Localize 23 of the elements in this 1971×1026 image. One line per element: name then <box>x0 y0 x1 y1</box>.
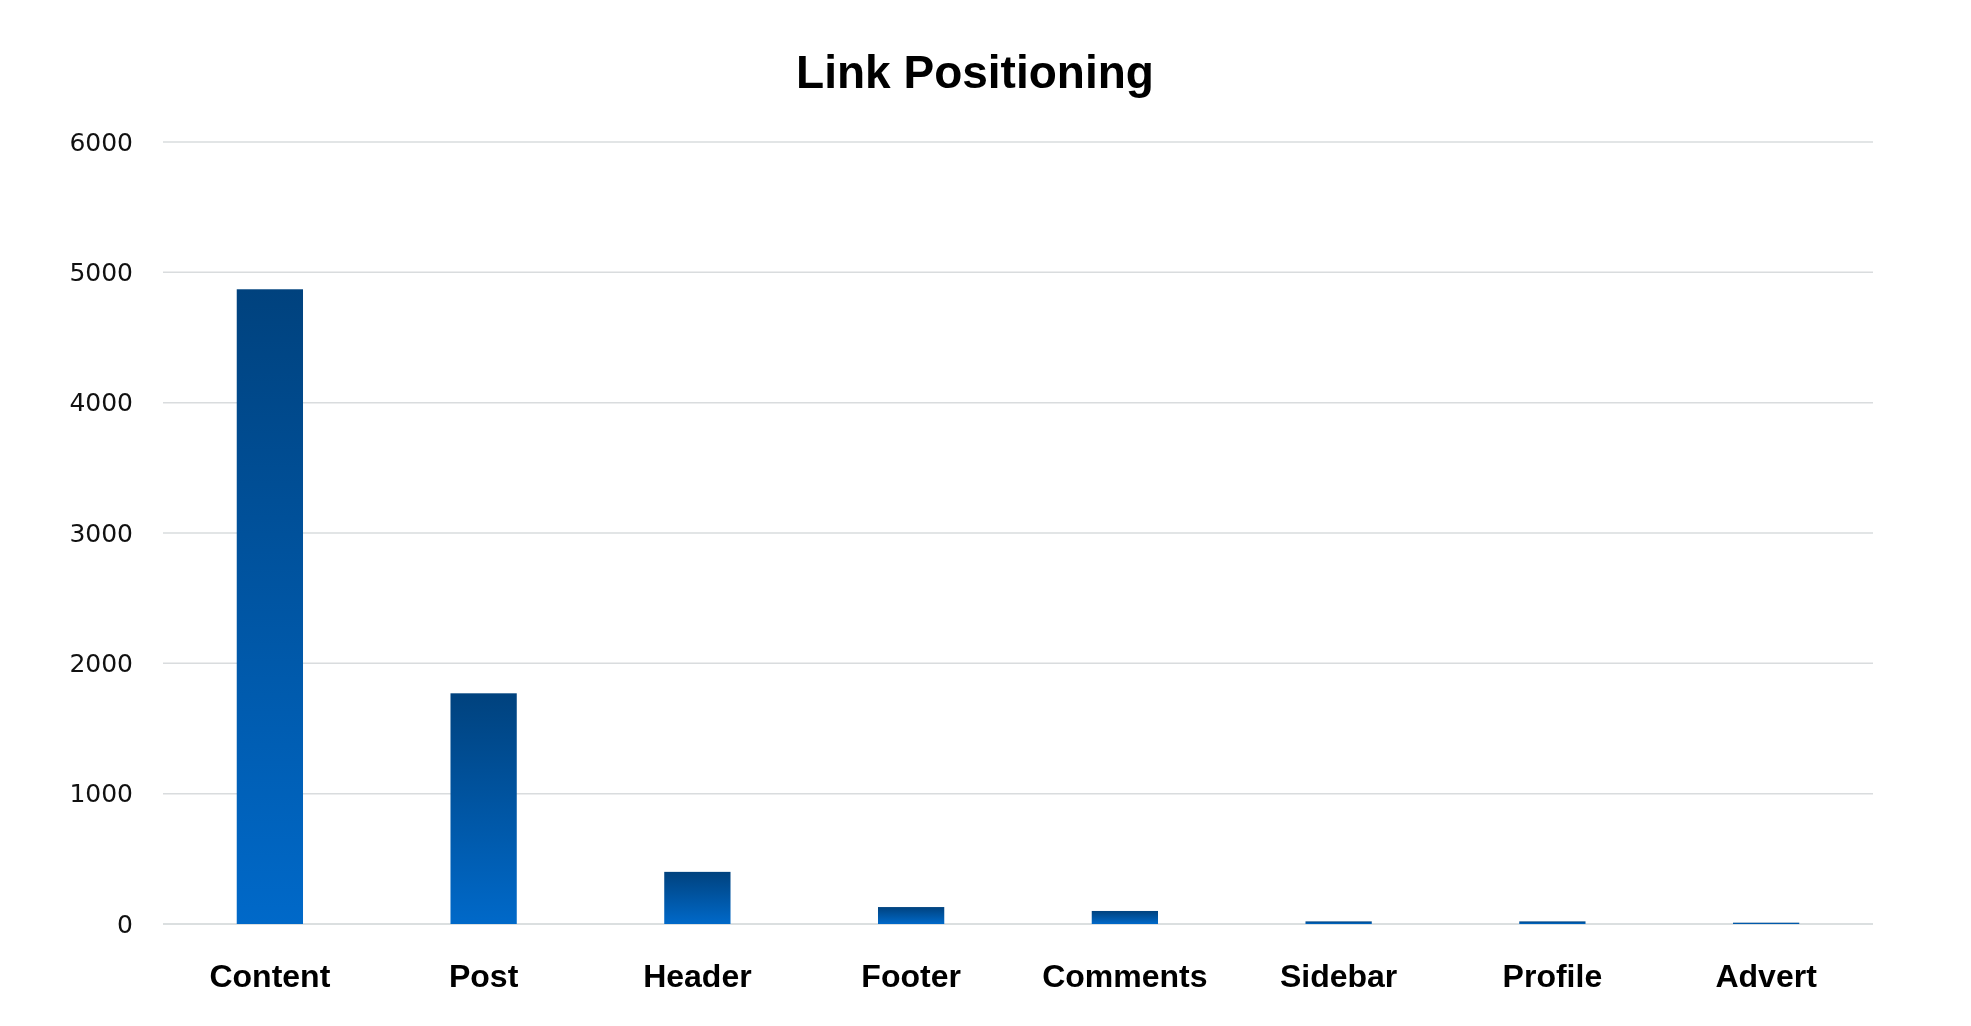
bar <box>664 871 731 924</box>
x-tick-label: Advert <box>1715 957 1818 994</box>
y-tick-label: 5000 <box>69 257 133 287</box>
bar <box>450 693 517 924</box>
bar <box>1091 910 1159 924</box>
y-tick-label: 4000 <box>69 388 133 418</box>
bar <box>236 289 304 924</box>
x-tick-label: Content <box>209 957 331 994</box>
chart-title: Link Positioning <box>796 46 1154 98</box>
y-tick-label: 1000 <box>69 779 133 809</box>
y-tick-label: 6000 <box>69 127 133 157</box>
bar <box>877 907 945 924</box>
y-tick-label: 3000 <box>69 518 133 548</box>
x-tick-label: Sidebar <box>1279 957 1398 994</box>
y-tick-label: 2000 <box>69 648 133 678</box>
y-tick-label: 0 <box>117 909 133 939</box>
x-tick-label: Post <box>448 957 519 994</box>
x-tick-label: Header <box>643 957 752 994</box>
bar <box>1305 921 1372 924</box>
x-tick-label: Profile <box>1502 957 1603 994</box>
bar <box>1519 921 1586 924</box>
x-tick-label: Footer <box>861 957 961 994</box>
x-tick-label: Comments <box>1042 957 1208 994</box>
